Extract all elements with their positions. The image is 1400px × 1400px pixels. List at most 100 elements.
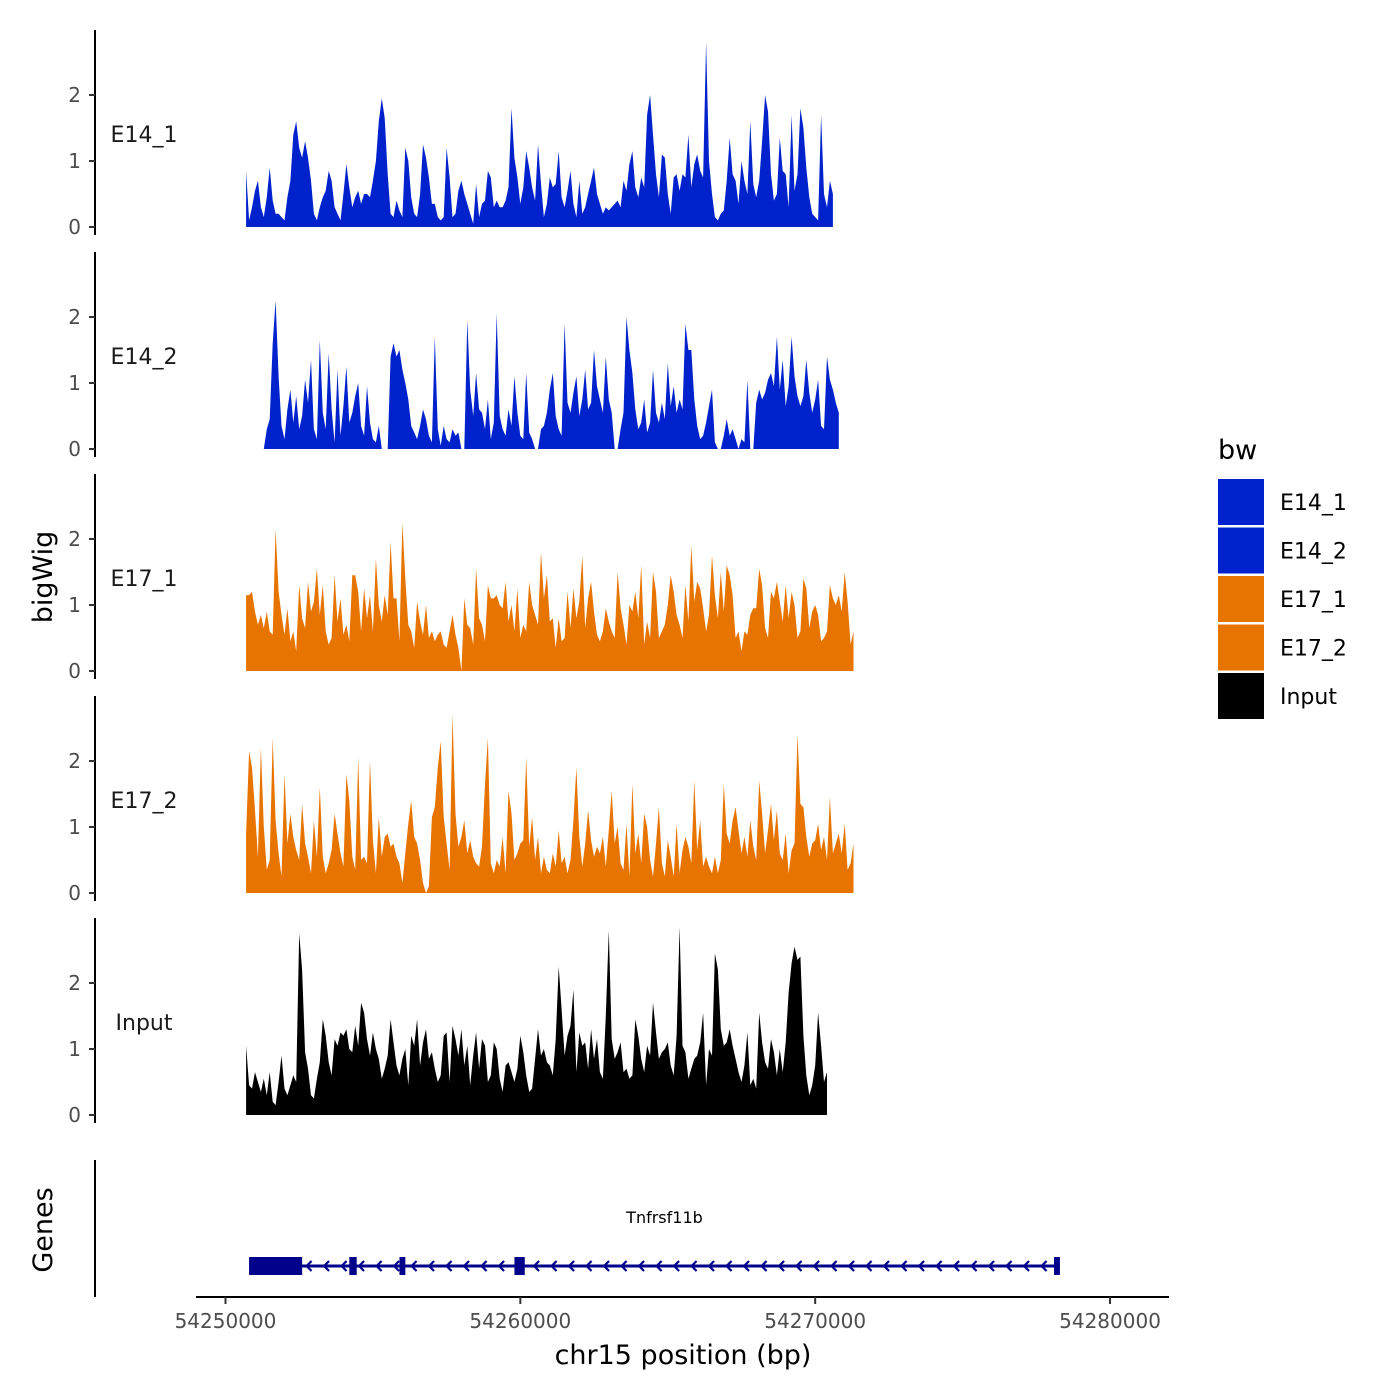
- strand-arrow: [655, 1260, 663, 1272]
- signal-tracks: 0 1 2 E14_1 0 1 2 E14_2 0 1 2 E17_1 0 1 2 E17_2 0 1 2 Input: [68, 30, 854, 1127]
- strand-arrow: [357, 1260, 365, 1272]
- y-tick-label: 0: [68, 659, 81, 683]
- legend-swatch-E14_1: [1218, 479, 1264, 525]
- legend: bw E14_1 E14_2 E17_1 E17_2 Input: [1218, 435, 1347, 719]
- strand-arrow: [690, 1260, 698, 1272]
- gene-exon: [249, 1257, 303, 1275]
- strand-arrow: [777, 1260, 785, 1272]
- strand-arrow: [375, 1260, 383, 1272]
- track-label: E14_2: [111, 345, 178, 370]
- strand-arrow: [585, 1260, 593, 1272]
- y-tick-label: 1: [68, 815, 81, 839]
- legend-swatch-E17_2: [1218, 624, 1264, 671]
- strand-arrow: [865, 1260, 873, 1272]
- y-tick-label: 2: [68, 527, 81, 551]
- area-E17_2: [246, 714, 854, 893]
- y-tick-label: 2: [68, 305, 81, 329]
- strand-arrow: [952, 1260, 960, 1272]
- strand-arrow: [410, 1260, 418, 1272]
- strand-arrow: [637, 1260, 645, 1272]
- gene-name-label: Tnfrsf11b: [625, 1208, 703, 1227]
- strand-arrow: [462, 1260, 470, 1272]
- y-tick-label: 2: [68, 83, 81, 107]
- y-axis-title: bigWig: [28, 531, 59, 624]
- legend-label-Input: Input: [1280, 685, 1337, 710]
- strand-arrow: [392, 1260, 400, 1272]
- track-E14_1: 0 1 2 E14_1: [68, 30, 833, 239]
- legend-label-E17_1: E17_1: [1280, 588, 1347, 613]
- strand-arrow: [322, 1260, 330, 1272]
- y-tick-label: 0: [68, 881, 81, 905]
- legend-label-E14_2: E14_2: [1280, 540, 1347, 565]
- x-axis: 54250000 54260000 54270000 54280000: [175, 1296, 1169, 1333]
- strand-arrow: [532, 1260, 540, 1272]
- y-tick-label: 2: [68, 749, 81, 773]
- y-tick-label: 0: [68, 1103, 81, 1127]
- area-Input: [246, 926, 828, 1115]
- strand-arrow: [987, 1260, 995, 1272]
- gene-exon: [349, 1257, 357, 1275]
- x-tick-label: 54270000: [764, 1309, 866, 1333]
- track-Input: 0 1 2 Input: [68, 918, 828, 1127]
- y-tick-label: 0: [68, 437, 81, 461]
- gene-exon: [399, 1257, 406, 1275]
- track-label: E17_2: [111, 789, 178, 814]
- strand-arrow: [672, 1260, 680, 1272]
- strand-arrow: [620, 1260, 628, 1272]
- gene-panel: Tnfrsf11b: [94, 1160, 1060, 1297]
- y-tick-label: 1: [68, 149, 81, 173]
- strand-arrow: [1022, 1260, 1030, 1272]
- strand-arrow: [305, 1260, 313, 1272]
- strand-arrow: [917, 1260, 925, 1272]
- track-label: E17_1: [111, 567, 178, 592]
- y-tick-label: 2: [68, 971, 81, 995]
- legend-label-E17_2: E17_2: [1280, 637, 1347, 662]
- area-E14_1: [246, 42, 833, 228]
- strand-arrow: [760, 1260, 768, 1272]
- strand-arrow: [935, 1260, 943, 1272]
- strand-arrow: [480, 1260, 488, 1272]
- gene-exon: [1054, 1257, 1060, 1275]
- strand-arrow: [707, 1260, 715, 1272]
- x-axis-title: chr15 position (bp): [555, 1340, 812, 1371]
- strand-arrow: [427, 1260, 435, 1272]
- y-tick-label: 1: [68, 1037, 81, 1061]
- area-E14_2: [246, 300, 839, 449]
- strand-arrow: [725, 1260, 733, 1272]
- track-E17_1: 0 1 2 E17_1: [68, 474, 854, 683]
- strand-arrow: [1005, 1260, 1013, 1272]
- genes-axis-title: Genes: [28, 1187, 59, 1272]
- strand-arrow: [567, 1260, 575, 1272]
- legend-title: bw: [1218, 435, 1257, 466]
- gene-exon: [514, 1257, 525, 1275]
- strand-arrow: [497, 1260, 505, 1272]
- strand-arrow: [550, 1260, 558, 1272]
- strand-arrow: [900, 1260, 908, 1272]
- legend-swatch-E14_2: [1218, 527, 1264, 574]
- x-tick-label: 54280000: [1059, 1309, 1161, 1333]
- strand-arrow: [340, 1260, 348, 1272]
- track-label: E14_1: [111, 123, 178, 148]
- area-E17_1: [246, 522, 854, 671]
- strand-arrow: [812, 1260, 820, 1272]
- y-tick-label: 1: [68, 371, 81, 395]
- x-tick-label: 54250000: [175, 1309, 277, 1333]
- track-E14_2: 0 1 2 E14_2: [68, 252, 839, 461]
- strand-arrow: [795, 1260, 803, 1272]
- y-tick-label: 0: [68, 215, 81, 239]
- legend-swatch-E17_1: [1218, 576, 1264, 622]
- legend-label-E14_1: E14_1: [1280, 491, 1347, 516]
- track-E17_2: 0 1 2 E17_2: [68, 696, 854, 905]
- strand-arrow: [882, 1260, 890, 1272]
- strand-arrow: [742, 1260, 750, 1272]
- strand-arrow: [602, 1260, 610, 1272]
- legend-swatch-Input: [1218, 673, 1264, 719]
- y-tick-label: 1: [68, 593, 81, 617]
- strand-arrow: [847, 1260, 855, 1272]
- strand-arrow: [1040, 1260, 1048, 1272]
- strand-arrow: [445, 1260, 453, 1272]
- strand-arrow: [970, 1260, 978, 1272]
- track-label: Input: [116, 1011, 173, 1036]
- strand-arrow: [830, 1260, 838, 1272]
